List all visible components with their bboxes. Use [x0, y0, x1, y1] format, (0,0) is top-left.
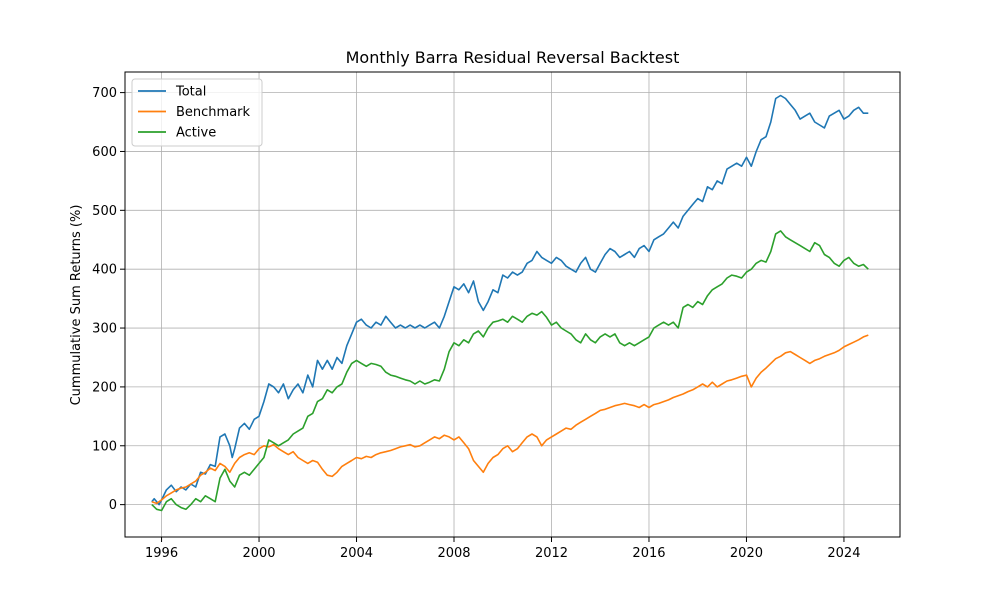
y-tick-label: 300	[92, 322, 117, 337]
series-line-benchmark	[151, 334, 869, 505]
series-lines	[151, 94, 869, 512]
series-line-total	[151, 94, 869, 506]
x-tick-label: 2020	[730, 546, 763, 561]
y-tick-label: 600	[92, 145, 117, 160]
legend-box	[131, 78, 263, 147]
y-tick-label: 200	[92, 380, 117, 395]
x-tick-label: 2008	[437, 546, 470, 561]
grid-lines	[125, 72, 900, 537]
plot-frame	[124, 71, 901, 538]
x-axis: 1996 2000 2004 2008 2012 2016 2020 2024	[145, 537, 860, 561]
x-tick-label: 2024	[827, 546, 860, 561]
x-tick-label: 1996	[145, 546, 178, 561]
y-tick-label: 500	[92, 204, 117, 219]
y-axis: 0 100 200 300 400 500 600 700	[92, 86, 125, 513]
y-tick-label: 100	[92, 439, 117, 454]
legend-label-active: Active	[176, 126, 216, 141]
legend: Total Benchmark Active	[131, 78, 263, 147]
legend-label-benchmark: Benchmark	[176, 105, 251, 120]
series-line-active	[151, 230, 869, 512]
legend-label-total: Total	[175, 85, 206, 100]
y-tick-label: 400	[92, 263, 117, 278]
x-tick-label: 2016	[632, 546, 665, 561]
x-tick-label: 2000	[242, 546, 275, 561]
y-axis-label: Cummulative Sum Returns (%)	[69, 205, 84, 406]
chart-title: Monthly Barra Residual Reversal Backtest	[346, 48, 680, 67]
y-tick-label: 0	[109, 498, 117, 513]
x-tick-label: 2004	[340, 546, 373, 561]
x-tick-label: 2012	[535, 546, 568, 561]
y-tick-label: 700	[92, 86, 117, 101]
